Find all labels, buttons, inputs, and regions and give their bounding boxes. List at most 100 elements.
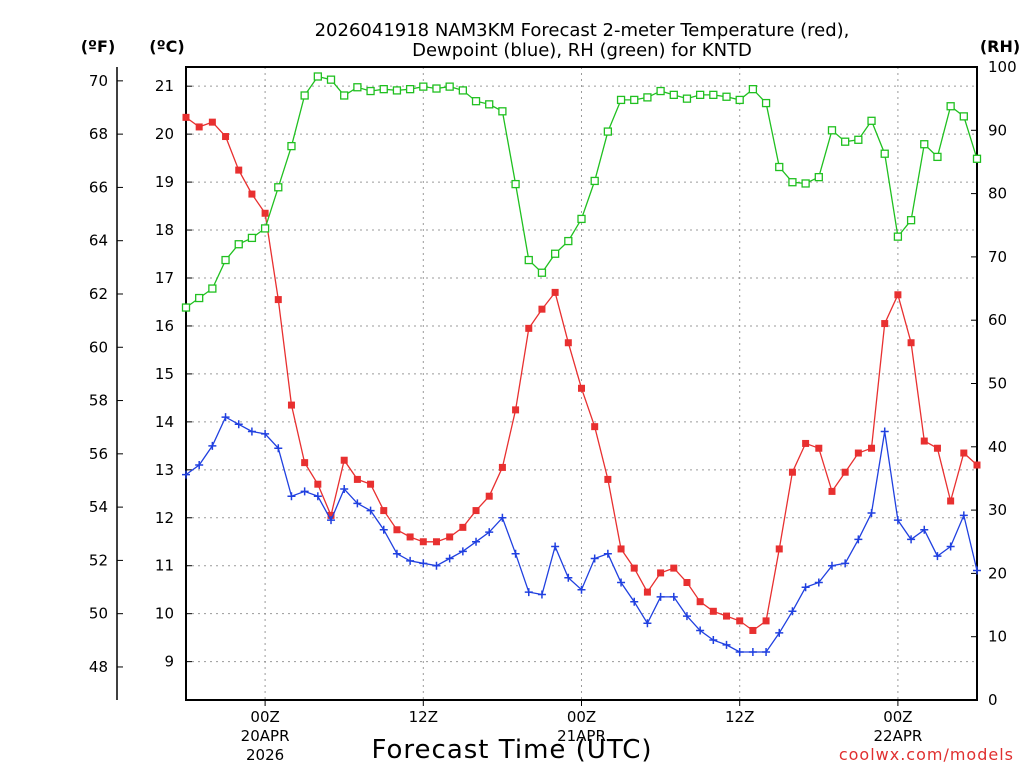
temperature-point	[459, 523, 467, 531]
fahrenheit-tick-label: 64	[89, 232, 108, 250]
dewpoint-point	[656, 592, 665, 601]
dewpoint-point	[959, 511, 968, 520]
dewpoint-point	[893, 516, 902, 525]
dewpoint-point	[208, 441, 217, 450]
fahrenheit-tick-label: 52	[89, 551, 108, 569]
fahrenheit-tick-label: 62	[89, 285, 108, 303]
dewpoint-point	[182, 470, 190, 479]
relative-humidity-point	[432, 84, 441, 93]
dewpoint-point	[195, 461, 204, 470]
relative-humidity-point	[656, 86, 665, 96]
temperature-point	[802, 439, 810, 447]
temperature-point	[868, 444, 876, 452]
relative-humidity-point	[524, 255, 533, 265]
series-layer	[181, 72, 982, 657]
fahrenheit-unit-label: (ºF)	[81, 37, 116, 56]
rh-tick-label: 10	[988, 628, 1007, 646]
credit-text: coolwx.com/models	[839, 745, 1014, 764]
dewpoint-point	[814, 578, 823, 587]
temperature-point	[723, 612, 731, 620]
celsius-tick-label: 19	[155, 173, 174, 191]
temperature-point	[446, 533, 454, 541]
celsius-unit-label: (ºC)	[149, 37, 184, 56]
dewpoint-point	[537, 590, 546, 599]
relative-humidity-point	[748, 85, 758, 94]
temperature-point	[881, 320, 889, 328]
rh-tick-label: 0	[988, 691, 998, 709]
temperature-point	[841, 468, 849, 476]
dewpoint-point	[485, 528, 494, 537]
relative-humidity-point	[300, 91, 309, 100]
dewpoint-point	[564, 573, 573, 582]
dewpoint-point	[617, 578, 626, 587]
relative-humidity-point	[814, 172, 823, 182]
temperature-point	[512, 406, 520, 414]
temperature-point	[248, 190, 256, 198]
relative-humidity-point	[564, 236, 573, 246]
dewpoint-point	[261, 429, 270, 438]
relative-humidity-point	[181, 303, 191, 312]
dewpoint-point	[788, 607, 797, 616]
dewpoint-point	[551, 542, 560, 551]
relative-humidity-series	[181, 72, 982, 312]
dewpoint-point	[603, 549, 612, 558]
dewpoint-point	[709, 636, 718, 645]
dewpoint-point	[366, 506, 375, 515]
temperature-point	[472, 507, 480, 515]
rh-tick-label: 50	[988, 375, 1007, 393]
dewpoint-point	[827, 561, 836, 570]
temperature-point	[406, 533, 414, 541]
temperature-point	[736, 617, 744, 625]
relative-humidity-point	[972, 154, 982, 163]
temperature-point	[538, 305, 546, 313]
dewpoint-point	[630, 597, 639, 606]
dewpoint-point	[748, 648, 757, 657]
relative-humidity-point	[498, 107, 507, 116]
relative-humidity-point	[880, 149, 889, 158]
relative-humidity-point	[537, 268, 547, 277]
dewpoint-point	[524, 588, 533, 597]
relative-humidity-point	[221, 255, 230, 265]
relative-humidity-point	[340, 91, 349, 100]
fahrenheit-tick-label: 50	[89, 605, 108, 623]
axes: 910111213141516171819202100Z20APR202612Z…	[89, 58, 1017, 764]
temperature-point	[301, 459, 309, 467]
temperature-point	[498, 463, 506, 471]
dewpoint-point	[735, 648, 744, 657]
relative-humidity-point	[208, 284, 217, 293]
relative-humidity-point	[854, 135, 863, 144]
relative-humidity-point	[195, 293, 204, 303]
relative-humidity-point	[788, 178, 797, 187]
temperature-point	[630, 564, 638, 572]
dewpoint-point	[221, 413, 230, 422]
relative-humidity-point	[643, 93, 652, 102]
temperature-point	[195, 123, 203, 131]
temperature-point	[933, 444, 941, 452]
x-axis-title: Forecast Time (UTC)	[371, 735, 652, 765]
temperature-point	[643, 588, 651, 596]
temperature-point	[854, 449, 862, 457]
dewpoint-point	[669, 592, 678, 601]
temperature-point	[353, 475, 361, 483]
relative-humidity-point	[577, 214, 586, 224]
dewpoint-point	[722, 640, 731, 649]
relative-humidity-point	[353, 83, 362, 92]
relative-humidity-point	[485, 100, 494, 109]
temperature-point	[709, 607, 717, 615]
relative-humidity-point	[893, 232, 903, 241]
temperature-point	[788, 468, 796, 476]
celsius-tick-label: 15	[155, 365, 174, 383]
temperature-point	[973, 461, 981, 469]
temperature-point	[551, 288, 559, 296]
temperature-point	[696, 598, 704, 606]
x-tick-label: 00Z	[567, 708, 596, 726]
plot-frame	[185, 66, 978, 701]
temperature-point	[815, 444, 823, 452]
celsius-tick-label: 12	[155, 509, 174, 527]
dewpoint-point	[353, 499, 362, 508]
dewpoint-point	[643, 619, 652, 628]
x-tick-label: 12Z	[409, 708, 438, 726]
dewpoint-point	[313, 492, 322, 501]
temperature-point	[617, 545, 625, 553]
